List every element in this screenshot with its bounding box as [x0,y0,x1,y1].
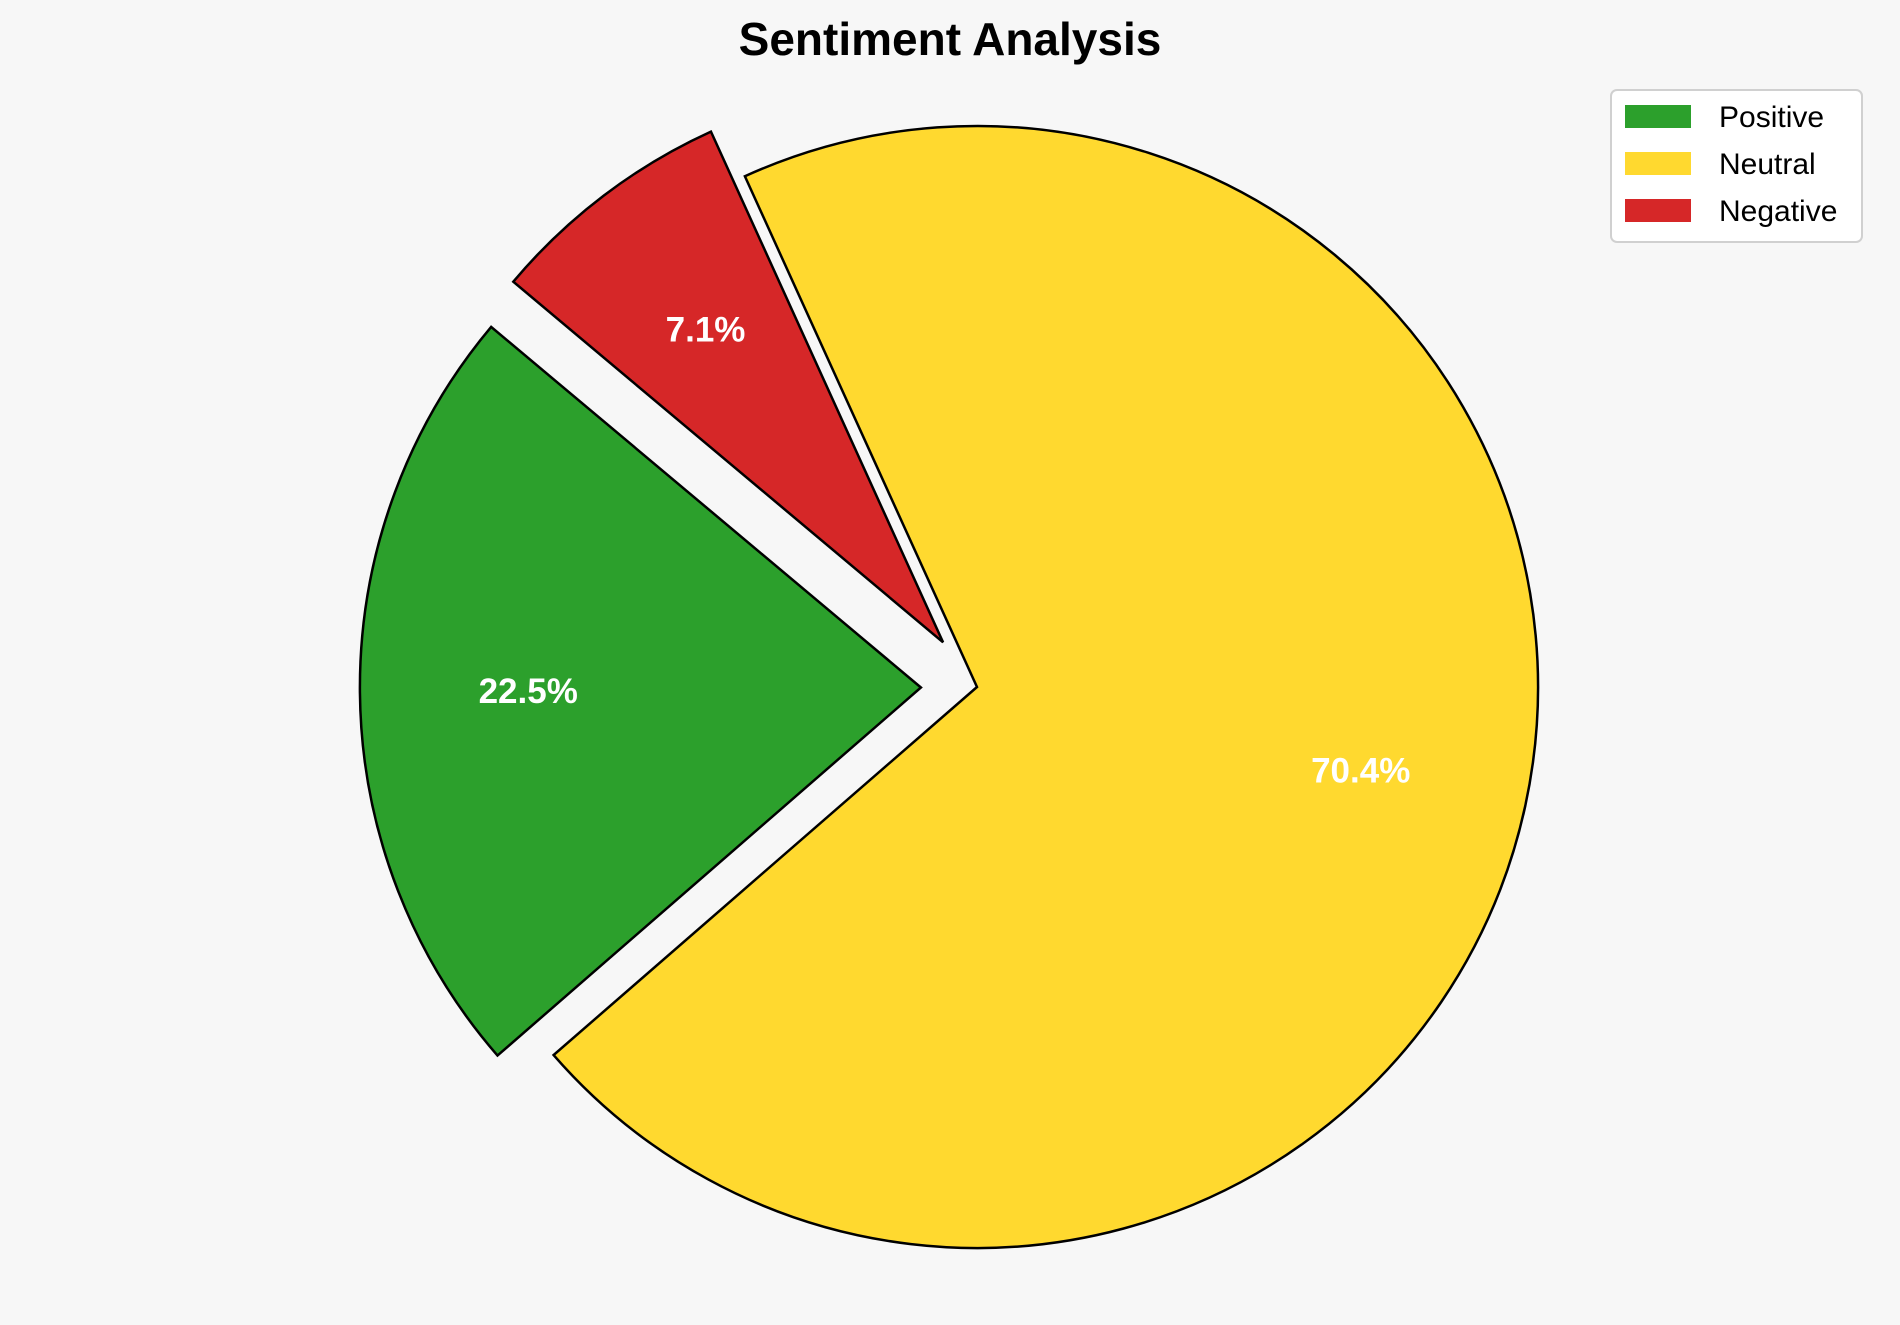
legend-swatch-neutral [1625,152,1691,175]
pct-label-neutral: 70.4% [1311,752,1410,791]
wedge-positive [358,325,923,1058]
legend-swatch-negative [1625,199,1691,222]
pct-label-positive: 22.5% [479,672,578,711]
pie-wedges [358,124,1540,1250]
legend-label-positive: Positive [1719,101,1824,134]
chart-title: Sentiment Analysis [739,13,1162,65]
legend: Positive Neutral Negative [1610,89,1863,243]
legend-label-negative: Negative [1719,195,1837,228]
legend-label-neutral: Neutral [1719,148,1816,181]
pie-labels: 22.5% 70.4% 7.1% [479,311,1411,791]
legend-swatch-positive [1625,105,1691,128]
wedge-negative [511,129,945,644]
wedge-neutral [551,124,1540,1250]
pct-label-negative: 7.1% [666,311,746,350]
